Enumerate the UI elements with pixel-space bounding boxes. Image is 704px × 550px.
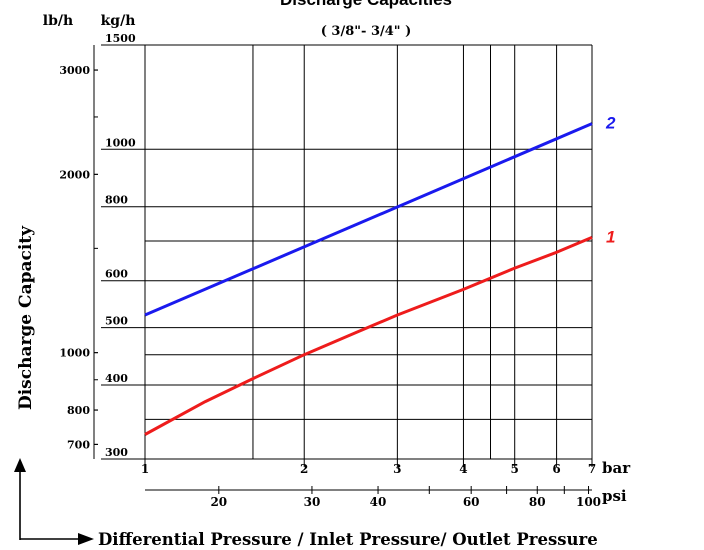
kgh-tick-label-1000: 1000	[105, 136, 136, 149]
psi-tick-label-60: 60	[463, 495, 480, 509]
kgh-tick-label-400: 400	[105, 372, 128, 385]
lbh-tick-label-2000: 2000	[59, 168, 90, 181]
lbh-tick-label-800: 800	[67, 404, 90, 417]
kgh-tick-label-300: 300	[105, 446, 128, 459]
series-label-2: 2	[605, 114, 616, 133]
y-axis-title: Discharge Capacity	[16, 225, 36, 410]
psi-tick-label-20: 20	[210, 495, 227, 509]
series-label-1: 1	[606, 227, 615, 246]
series-line-2	[144, 122, 593, 317]
x-unit-secondary-label: psi	[602, 487, 627, 505]
bar-tick-label-1: 1	[141, 462, 149, 476]
horizontal-arrow-head	[78, 533, 94, 545]
kgh-tick-label-1500: 1500	[105, 32, 136, 45]
bar-tick-label-7: 7	[588, 462, 596, 476]
psi-tick-label-40: 40	[370, 495, 387, 509]
x-unit-primary-label: bar	[602, 459, 631, 477]
psi-tick-label-30: 30	[304, 495, 321, 509]
lbh-tick-label-700: 700	[67, 438, 90, 451]
psi-tick-label-100: 100	[576, 495, 601, 509]
kgh-tick-label-600: 600	[105, 268, 128, 281]
kgh-tick-label-800: 800	[105, 194, 128, 207]
lbh-tick-label-1000: 1000	[59, 347, 90, 360]
series-layer: 12	[144, 114, 616, 436]
bar-tick-label-4: 4	[459, 462, 467, 476]
lbh-tick-label-3000: 3000	[59, 64, 90, 77]
chart-title: Discharge Capacities	[280, 0, 452, 9]
kgh-tick-label-500: 500	[105, 315, 128, 328]
bar-tick-label-2: 2	[300, 462, 308, 476]
y-unit-secondary-label: lb/h	[43, 13, 73, 29]
psi-tick-label-80: 80	[529, 495, 546, 509]
grid-layer	[144, 44, 593, 460]
bar-tick-label-6: 6	[552, 462, 560, 476]
bar-tick-label-5: 5	[511, 462, 519, 476]
vertical-arrow-head	[14, 458, 26, 472]
y-unit-primary-label: kg/h	[101, 13, 136, 29]
x-axis-title: Differential Pressure / Inlet Pressure/ …	[98, 530, 598, 549]
series-line-1	[144, 236, 593, 436]
bar-tick-label-3: 3	[393, 462, 401, 476]
axis-layer: 300 400 500 600 800 1000 1500 700 800 1000 2000 300…	[59, 32, 601, 509]
chart-subtitle: ( 3/8"- 3/4" )	[321, 24, 412, 39]
